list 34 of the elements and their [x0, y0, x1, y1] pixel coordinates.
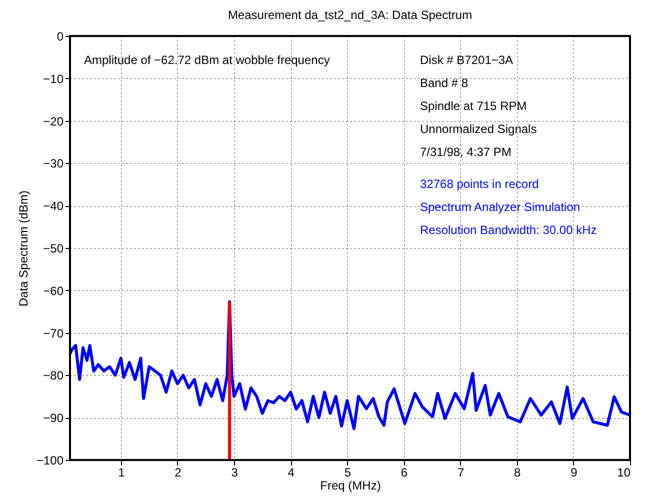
chart-title: Measurement da_tst2_nd_3A: Data Spectrum	[228, 8, 472, 22]
y-tick-label: −70	[43, 326, 64, 340]
x-tick-label: 8	[514, 466, 522, 480]
x-tick-label: 3	[231, 466, 238, 480]
annotation: 32768 points in record	[420, 177, 539, 191]
x-tick-label: 6	[400, 466, 408, 480]
x-tick-label: 4	[288, 466, 295, 480]
x-tick-label: 5	[344, 466, 352, 480]
x-tick-label: 9	[570, 466, 578, 480]
x-tick-label: 1	[118, 466, 126, 480]
annotation: Band # 8	[420, 76, 468, 90]
x-tick-label: 7	[457, 466, 464, 480]
y-tick-label: −50	[43, 242, 64, 256]
annotation: 7/31/98, 4:37 PM	[420, 145, 512, 159]
y-tick-label: −80	[43, 368, 64, 383]
annotation: Amplitude of −62.72 dBm at wobble frequency	[84, 53, 330, 67]
annotation: Resolution Bandwidth: 30.00 kHz	[420, 223, 597, 237]
y-tick-label: −60	[43, 284, 64, 298]
line-series	[70, 300, 630, 430]
y-tick-label: 0	[56, 30, 64, 44]
x-tick-label: 10	[617, 466, 631, 480]
annotation: Spindle at 715 RPM	[420, 99, 527, 113]
y-tick-label: −100	[36, 454, 64, 468]
y-tick-label: −30	[43, 156, 64, 171]
y-tick-label: −20	[43, 114, 64, 128]
y-tick-label: −90	[43, 411, 64, 426]
x-tick-label: 2	[174, 466, 182, 480]
y-axis-title: Data Spectrum (dBm)	[16, 190, 30, 307]
x-axis-title: Freq (MHz)	[320, 478, 381, 492]
y-tick-label: −40	[43, 199, 64, 214]
y-tick-label: −10	[43, 72, 64, 86]
annotation: Disk # B7201−3A	[420, 53, 514, 67]
annotation: Spectrum Analyzer Simulation	[420, 200, 580, 214]
annotation: Unnormalized Signals	[420, 122, 537, 136]
